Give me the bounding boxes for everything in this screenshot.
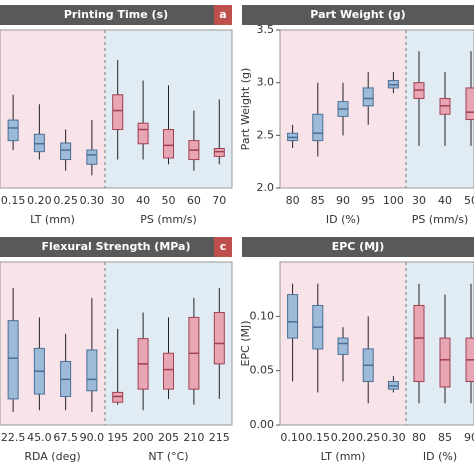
x-tick-label: 60: [187, 194, 201, 207]
box: [163, 129, 174, 159]
box: [312, 113, 324, 142]
y-tick-label: 0.10: [250, 309, 275, 322]
x-axis-label: LT (mm): [30, 213, 75, 226]
x-tick-label: 205: [158, 431, 179, 444]
box: [413, 304, 425, 383]
panel-letter-box: [214, 237, 232, 257]
x-tick-label: 200: [133, 431, 154, 444]
plot-frame: [0, 29, 233, 189]
x-tick-label: 0.30: [80, 194, 105, 207]
box: [86, 349, 98, 392]
x-axis-label: ID (%): [326, 213, 360, 226]
panel-title: Part Weight (g): [310, 8, 405, 21]
y-tick-label: 3.0: [257, 76, 275, 89]
box: [213, 148, 225, 157]
x-axis-label: ID (%): [423, 450, 457, 463]
box: [137, 122, 149, 145]
plot-frame: [279, 261, 474, 426]
panel-letter: a: [219, 8, 226, 21]
y-tick-label: 0.05: [250, 364, 275, 377]
box: [163, 352, 174, 390]
x-tick-label: 30: [412, 194, 426, 207]
x-tick-label: 195: [107, 431, 128, 444]
x-tick-label: 30: [111, 194, 125, 207]
panel-title: Flexural Strength (MPa): [42, 240, 191, 253]
x-tick-label: 70: [212, 194, 226, 207]
panel-header: [0, 5, 232, 25]
box: [60, 142, 72, 161]
x-axis-label: NT (°C): [148, 450, 188, 463]
panel-header: [242, 5, 474, 25]
plot-frame: [279, 29, 474, 189]
plot-frame: [0, 261, 233, 426]
x-tick-label: 0.10: [280, 431, 305, 444]
x-tick-label: 67.5: [53, 431, 78, 444]
x-tick-label: 100: [383, 194, 404, 207]
box: [86, 149, 98, 165]
x-tick-label: 0.25: [356, 431, 381, 444]
box: [439, 337, 451, 388]
x-tick-label: 40: [438, 194, 452, 207]
x-tick-label: 210: [183, 431, 204, 444]
x-tick-label: 0.25: [53, 194, 78, 207]
x-tick-label: 0.15: [306, 431, 331, 444]
box: [33, 133, 45, 153]
x-axis-label: PS (mm/s): [412, 213, 469, 226]
box: [287, 294, 299, 339]
box: [362, 87, 374, 107]
x-tick-label: 0.20: [331, 431, 356, 444]
x-tick-label: 50: [464, 194, 474, 207]
x-tick-label: 90: [464, 431, 474, 444]
x-tick-label: 85: [438, 431, 452, 444]
x-axis-label: PS (mm/s): [140, 213, 197, 226]
x-tick-label: 95: [361, 194, 375, 207]
panel-header: [242, 237, 474, 257]
panel-header: [0, 237, 232, 257]
y-tick-label: 0.00: [250, 418, 275, 431]
x-tick-label: 80: [412, 431, 426, 444]
x-tick-label: 0.30: [381, 431, 406, 444]
y-tick-label: 2.5: [257, 128, 275, 141]
panel-letter-box: [214, 5, 232, 25]
x-axis-label: LT (mm): [321, 450, 366, 463]
x-tick-label: 90.0: [80, 431, 105, 444]
panel-title: EPC (MJ): [332, 240, 385, 253]
x-tick-label: 0.20: [27, 194, 52, 207]
x-tick-label: 90: [336, 194, 350, 207]
x-tick-label: 22.5: [1, 431, 26, 444]
y-axis-label: EPC (MJ): [239, 320, 252, 366]
box: [7, 320, 19, 400]
y-tick-label: 2.0: [257, 181, 275, 194]
x-tick-label: 40: [136, 194, 150, 207]
panel-title: Printing Time (s): [64, 8, 168, 21]
box: [7, 119, 19, 142]
y-tick-label: 3.5: [257, 23, 275, 36]
x-tick-label: 85: [311, 194, 325, 207]
x-tick-label: 215: [209, 431, 230, 444]
x-tick-label: 80: [286, 194, 300, 207]
box: [337, 337, 349, 355]
x-tick-label: 50: [162, 194, 176, 207]
panel-letter: c: [220, 240, 227, 253]
box: [112, 94, 124, 131]
y-axis-label: Part Weight (g): [239, 68, 252, 151]
box: [213, 312, 225, 365]
x-axis-label: RDA (deg): [24, 450, 80, 463]
x-tick-label: 0.15: [1, 194, 26, 207]
box: [112, 391, 124, 403]
x-tick-label: 45.0: [27, 431, 52, 444]
box: [465, 87, 474, 121]
